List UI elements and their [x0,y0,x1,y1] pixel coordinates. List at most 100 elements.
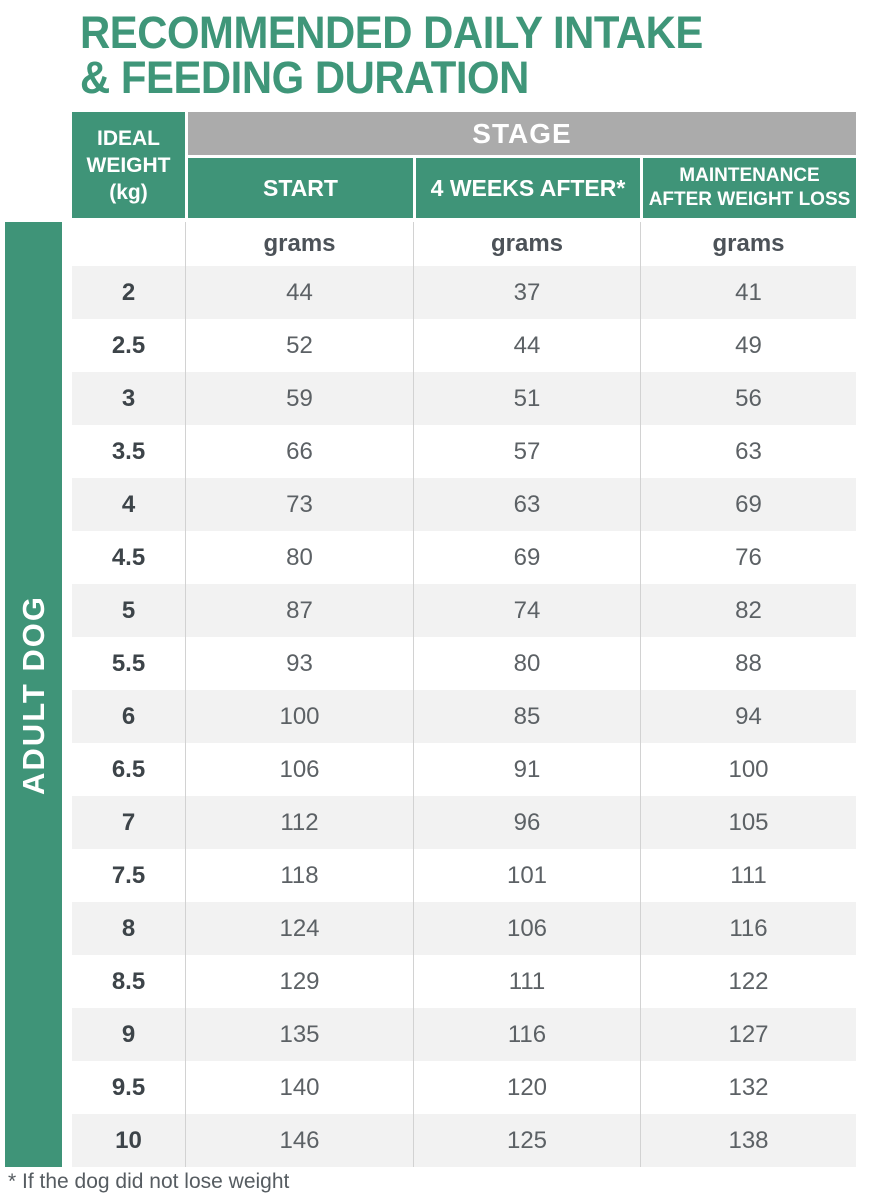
weight-cell: 2.5 [111,331,146,359]
value-cell: 59 [185,372,413,425]
table-row: 4 73 63 69 [72,478,856,531]
value-cell: 44 [413,319,640,372]
column-header-4-weeks-after: 4 WEEKS AFTER* [416,158,640,218]
ideal-weight-header-line-3: (kg) [109,180,148,204]
weight-cell: 7 [121,808,136,836]
table-row: 2 44 37 41 [72,266,856,319]
value-cell: 76 [640,531,856,584]
table-row: 4.5 80 69 76 [72,531,856,584]
value-cell: 125 [413,1114,640,1167]
table-row: 8.5 129 111 122 [72,955,856,1008]
table-row: 8 124 106 116 [72,902,856,955]
weight-cell: 4.5 [111,543,146,571]
table-row: 6.5 106 91 100 [72,743,856,796]
value-cell: 127 [640,1008,856,1061]
weight-cell: 8.5 [111,967,146,995]
weight-cell: 8 [121,914,136,942]
ideal-weight-header-line-1: IDEAL [97,126,160,150]
table-row: 3 59 51 56 [72,372,856,425]
value-cell: 57 [413,425,640,478]
ideal-weight-header: IDEAL WEIGHT (kg) [72,112,185,218]
category-sidebar-label: ADULT DOG [15,594,51,795]
value-cell: 100 [640,743,856,796]
value-cell: 80 [413,637,640,690]
value-cell: 69 [413,531,640,584]
weight-cell: 9.5 [111,1073,146,1101]
footnote: * If the dog did not lose weight [8,1170,290,1193]
value-cell: 118 [185,849,413,902]
value-cell: 100 [185,690,413,743]
value-cell: 74 [413,584,640,637]
unit-label: grams [640,222,856,266]
value-cell: 112 [185,796,413,849]
table-row: 5.5 93 80 88 [72,637,856,690]
page-title: RECOMMENDED DAILY INTAKE & FEEDING DURAT… [80,10,703,100]
category-sidebar: ADULT DOG [5,222,62,1167]
units-row-empty-cell [72,222,185,266]
value-cell: 63 [640,425,856,478]
table-row: 6 100 85 94 [72,690,856,743]
value-cell: 122 [640,955,856,1008]
column-header-start: START [188,158,413,218]
weight-cell: 5 [121,596,136,624]
value-cell: 116 [413,1008,640,1061]
value-cell: 138 [640,1114,856,1167]
weight-cell: 6.5 [111,755,146,783]
value-cell: 88 [640,637,856,690]
unit-label: grams [413,222,640,266]
table-row: 9.5 140 120 132 [72,1061,856,1114]
value-cell: 111 [640,849,856,902]
value-cell: 146 [185,1114,413,1167]
weight-cell: 5.5 [111,649,146,677]
value-cell: 52 [185,319,413,372]
table-row: 2.5 52 44 49 [72,319,856,372]
value-cell: 63 [413,478,640,531]
value-cell: 41 [640,266,856,319]
value-cell: 106 [185,743,413,796]
value-cell: 124 [185,902,413,955]
value-cell: 129 [185,955,413,1008]
page-title-line-1: RECOMMENDED DAILY INTAKE [80,7,703,58]
table-row: 5 87 74 82 [72,584,856,637]
table-body: grams grams grams 2 44 37 41 2.5 52 44 49 3 59 51 5… [72,222,856,1167]
value-cell: 85 [413,690,640,743]
units-row: grams grams grams [72,222,856,266]
value-cell: 69 [640,478,856,531]
weight-cell: 6 [121,702,136,730]
value-cell: 140 [185,1061,413,1114]
value-cell: 44 [185,266,413,319]
value-cell: 116 [640,902,856,955]
value-cell: 135 [185,1008,413,1061]
value-cell: 120 [413,1061,640,1114]
feeding-table: IDEAL WEIGHT (kg) STAGE START 4 WEEKS AF… [72,112,856,1167]
value-cell: 106 [413,902,640,955]
value-cell: 96 [413,796,640,849]
value-cell: 105 [640,796,856,849]
weight-cell: 2 [121,278,136,306]
weight-cell: 3.5 [111,437,146,465]
value-cell: 51 [413,372,640,425]
weight-cell: 9 [121,1020,136,1048]
unit-label: grams [185,222,413,266]
weight-cell: 3 [121,384,136,412]
table-row: 3.5 66 57 63 [72,425,856,478]
value-cell: 101 [413,849,640,902]
table-row: 10 146 125 138 [72,1114,856,1167]
value-cell: 91 [413,743,640,796]
table-row: 9 135 116 127 [72,1008,856,1061]
stage-header: STAGE [188,112,856,155]
weight-cell: 4 [121,490,136,518]
page-title-line-2: & FEEDING DURATION [80,52,529,103]
value-cell: 111 [413,955,640,1008]
value-cell: 87 [185,584,413,637]
value-cell: 49 [640,319,856,372]
weight-cell: 7.5 [111,861,146,889]
table-row: 7 112 96 105 [72,796,856,849]
value-cell: 132 [640,1061,856,1114]
value-cell: 94 [640,690,856,743]
value-cell: 56 [640,372,856,425]
value-cell: 66 [185,425,413,478]
value-cell: 82 [640,584,856,637]
column-header-maintenance: MAINTENANCE AFTER WEIGHT LOSS [643,158,856,218]
